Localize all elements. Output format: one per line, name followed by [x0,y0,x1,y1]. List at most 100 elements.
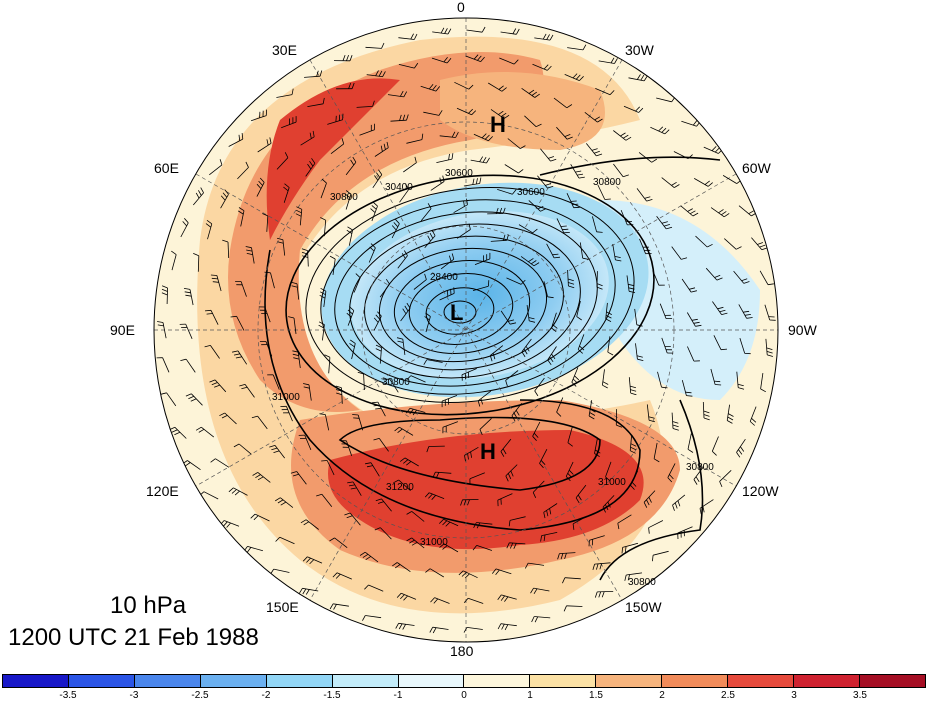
wind-barb [543,503,558,513]
colorbar-swatch [3,675,69,687]
wind-barb [440,258,455,270]
wind-barb [425,316,431,333]
wind-barb [276,94,293,98]
colorbar-swatch [464,675,531,687]
height-contours [264,156,721,581]
wind-barb-feather [349,55,353,61]
wind-barb [597,184,606,200]
wind-barb-feather [594,116,601,121]
wind-barb-feather [699,508,702,515]
wind-barb-feather [593,150,600,154]
wind-barb [532,421,541,437]
wind-barb [722,175,738,184]
wind-barb-feather [714,274,721,278]
wind-barb-feather [397,428,403,434]
wind-barb [598,60,615,64]
wind-barb-feather [355,273,361,278]
wind-barb-feather [480,398,483,405]
wind-barb [497,493,513,501]
wind-barb [429,492,445,499]
wind-barb [556,126,568,140]
wind-barb-feather [547,296,554,299]
wind-barb [464,446,479,456]
wind-barb-feather [547,185,554,189]
wind-barb-feather [464,573,470,579]
wind-barb [209,164,223,176]
wind-barb [240,210,245,227]
wind-barb-feather [436,472,440,478]
wind-barb-feather [319,294,326,299]
wind-barb-feather [411,541,418,546]
wind-barb [328,357,331,374]
wind-barb-feather [528,89,535,94]
wind-barb-feather [472,178,475,185]
wind-barb-feather [616,424,623,428]
wind-barb [736,438,746,453]
wind-barb [509,516,526,521]
wind-barb [346,440,353,457]
wind-barb-feather [241,386,248,390]
wind-barb-feather [577,349,583,354]
wind-barb-feather [342,54,346,61]
wind-barb-feather [549,34,554,41]
wind-barb [439,135,456,138]
wind-barb-feather [502,234,506,241]
wind-barb [500,623,517,627]
wind-barb-feather [212,281,219,283]
wind-barb [760,373,764,389]
wind-barb-feather [410,33,414,40]
wind-barb [623,105,639,113]
wind-barb-feather [648,419,656,423]
wind-barb-feather [572,203,579,205]
wind-barb [456,107,472,116]
wind-barb [490,345,504,356]
wind-barb-feather [472,545,478,551]
wind-barb-feather [605,315,612,319]
wind-barb-feather [222,239,229,243]
wind-barb-feather [630,484,635,490]
wind-barb-feather [451,153,454,160]
wind-barb-feather [540,535,542,542]
wind-barb-feather [463,499,467,506]
wind-barb-feather [571,382,577,387]
wind-barb [237,167,249,180]
wind-barb [323,291,327,308]
wind-barb-feather [744,314,751,316]
wind-barb-feather [560,553,564,560]
wind-barb-feather [370,243,376,249]
wind-barb-feather [610,57,615,64]
wind-barb-feather [468,84,474,90]
wind-barb-feather [646,499,650,506]
wind-barb-feather [432,85,437,91]
wind-barb [227,241,230,259]
wind-barb-feather [614,256,621,258]
wind-barb-feather [438,110,443,116]
wind-barb-feather [381,42,385,49]
wind-barb-feather [568,285,575,289]
wind-barb-feather [280,501,287,506]
wind-barb [659,303,667,319]
wind-barb [705,267,718,281]
colorbar-tick-label: 1 [527,690,533,701]
wind-barb [588,400,593,417]
wind-barb [507,138,521,149]
wind-barb [605,302,608,319]
wind-barb [223,520,240,527]
wind-barb [197,255,200,272]
wind-barb [299,209,303,226]
wind-barb-feather [743,281,750,284]
wind-barb-feather [666,226,673,230]
wind-barb [607,336,611,353]
wind-barb-feather [594,449,601,454]
wind-barb [356,106,373,108]
wind-barb-feather [256,183,262,189]
wind-barb [215,458,230,468]
wind-barb-feather [648,416,655,419]
wind-barb [185,323,193,339]
wind-barb [505,464,518,477]
wind-barb-feather [211,382,218,386]
wind-barb-feather [344,512,351,516]
wind-barb-feather [597,118,603,123]
lon-label-150w: 150W [625,599,662,615]
wind-barb [576,300,581,317]
